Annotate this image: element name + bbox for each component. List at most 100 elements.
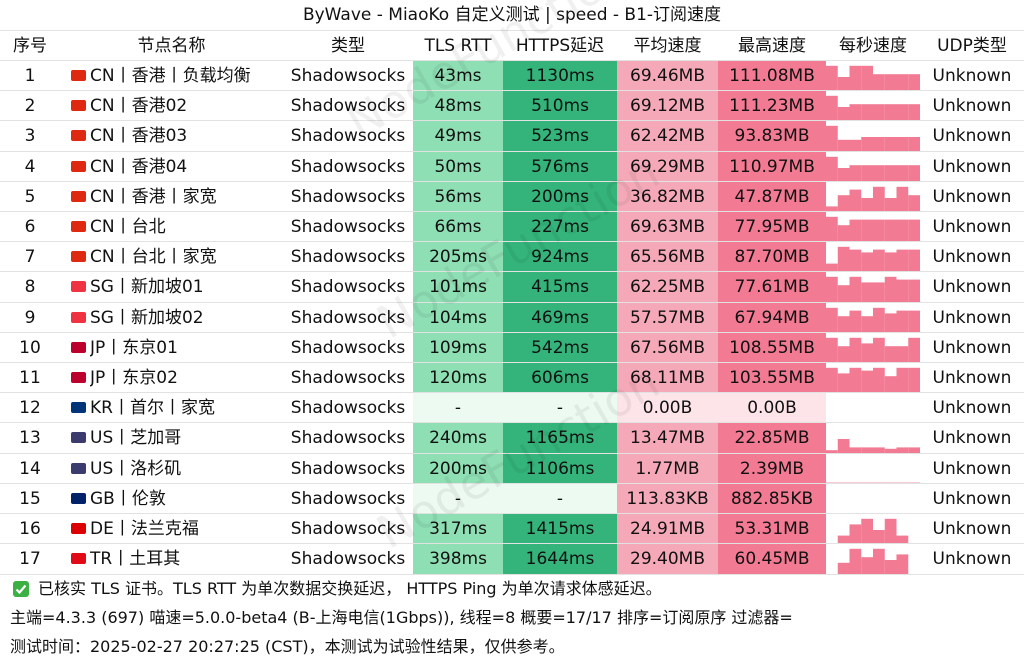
speed-bar	[884, 219, 897, 242]
column-header: TLS RTT	[424, 36, 492, 56]
speed-bar	[873, 367, 885, 393]
speed-bar	[884, 197, 897, 212]
cell: Unknown	[932, 398, 1012, 419]
speed-sparkline	[837, 513, 920, 514]
speed-bar	[861, 343, 873, 363]
speed-bar	[908, 104, 920, 122]
cell: 66ms	[413, 212, 503, 242]
row-divider	[0, 60, 1024, 61]
column-header: 平均速度	[633, 36, 702, 56]
speed-bar	[861, 518, 873, 544]
speed-bar	[837, 535, 850, 544]
speed-bar	[884, 345, 897, 363]
column-header: HTTPS延迟	[515, 36, 605, 56]
speed-bar	[896, 137, 909, 152]
speed-bar	[908, 137, 920, 152]
cell: 15	[19, 488, 41, 509]
cell: CN丨香港丨负载均衡	[90, 66, 251, 86]
speed-bar	[861, 370, 873, 393]
cell: 0.00B	[617, 393, 718, 424]
cell: Shadowsocks	[290, 488, 406, 509]
flag-icon	[71, 251, 86, 263]
cell: Unknown	[932, 247, 1012, 268]
speed-bar	[896, 104, 909, 122]
flag-icon	[71, 70, 86, 81]
cell: 69.63MB	[617, 212, 718, 242]
speed-bar	[873, 104, 885, 122]
flag-icon	[71, 130, 86, 142]
cell: 68.11MB	[617, 363, 718, 393]
cell: Shadowsocks	[290, 428, 406, 449]
cell: 49ms	[413, 121, 503, 152]
cell: TR丨土耳其	[90, 549, 181, 570]
speed-bar	[861, 252, 873, 273]
cell: Unknown	[932, 186, 1012, 207]
row-divider	[0, 271, 1024, 273]
speed-bar	[849, 367, 862, 393]
cell: 882.85KB	[718, 483, 826, 514]
cell: Unknown	[932, 66, 1012, 86]
cell: Unknown	[932, 428, 1012, 449]
speed-bar	[837, 194, 850, 212]
cell: 77.61MB	[718, 272, 826, 303]
cell: 2.39MB	[718, 453, 826, 484]
flag-icon	[71, 523, 86, 534]
cell: CN丨香港04	[90, 156, 188, 177]
flag-icon	[71, 281, 86, 293]
speed-sparkline	[826, 95, 920, 122]
speed-bar	[873, 447, 885, 454]
speed-bar	[873, 164, 885, 182]
cell: 43ms	[413, 61, 503, 91]
speed-bar	[849, 310, 862, 333]
speed-bar	[884, 137, 897, 152]
cell: SG丨新加坡01	[90, 277, 204, 298]
flag-icon	[71, 311, 86, 323]
cell: Shadowsocks	[290, 519, 406, 539]
cell: -	[413, 393, 503, 424]
speed-bar	[849, 447, 862, 454]
speed-bar	[896, 74, 909, 91]
flag-icon	[71, 462, 86, 474]
speed-sparkline	[826, 439, 920, 454]
cell: Unknown	[932, 156, 1012, 177]
speed-bar	[849, 249, 862, 273]
cell: 69.29MB	[617, 151, 718, 182]
flag-icon	[71, 221, 86, 232]
cell: 110.97MB	[718, 151, 826, 182]
speed-bar	[884, 252, 897, 273]
cell: 113.83KB	[617, 483, 718, 514]
cell: 469ms	[503, 302, 617, 333]
speed-bar	[826, 263, 838, 273]
speed-bar	[826, 367, 838, 393]
speed-bar	[908, 194, 920, 212]
speed-sparkline	[826, 186, 920, 212]
speed-bar	[896, 164, 909, 182]
speed-bar	[861, 164, 873, 182]
speed-sparkline	[826, 393, 920, 423]
speed-bar	[873, 282, 885, 303]
speed-bar	[837, 77, 850, 91]
cell: Shadowsocks	[290, 277, 406, 298]
cell: 65.56MB	[617, 242, 718, 273]
speed-sparkline	[826, 156, 920, 182]
cell: 67.94MB	[718, 302, 826, 333]
speed-sparkline	[837, 548, 909, 575]
speed-bar	[896, 554, 909, 575]
cell: Unknown	[932, 277, 1012, 298]
cell: Shadowsocks	[290, 307, 406, 328]
row-divider	[0, 211, 1024, 212]
cell: 53.31MB	[718, 514, 826, 544]
cell: 101ms	[413, 272, 503, 303]
cell: 3	[24, 126, 36, 147]
cell: 1165ms	[503, 423, 617, 454]
cell: 14	[19, 458, 41, 479]
cell: CN丨台北	[90, 217, 166, 237]
cell: Shadowsocks	[290, 66, 406, 86]
cell: 11	[19, 368, 41, 388]
cell: 227ms	[503, 212, 617, 242]
cell: Shadowsocks	[290, 337, 406, 358]
cell: 398ms	[413, 544, 503, 575]
speed-bar	[873, 548, 885, 575]
row-divider	[0, 301, 1024, 303]
speed-bar	[908, 367, 920, 393]
